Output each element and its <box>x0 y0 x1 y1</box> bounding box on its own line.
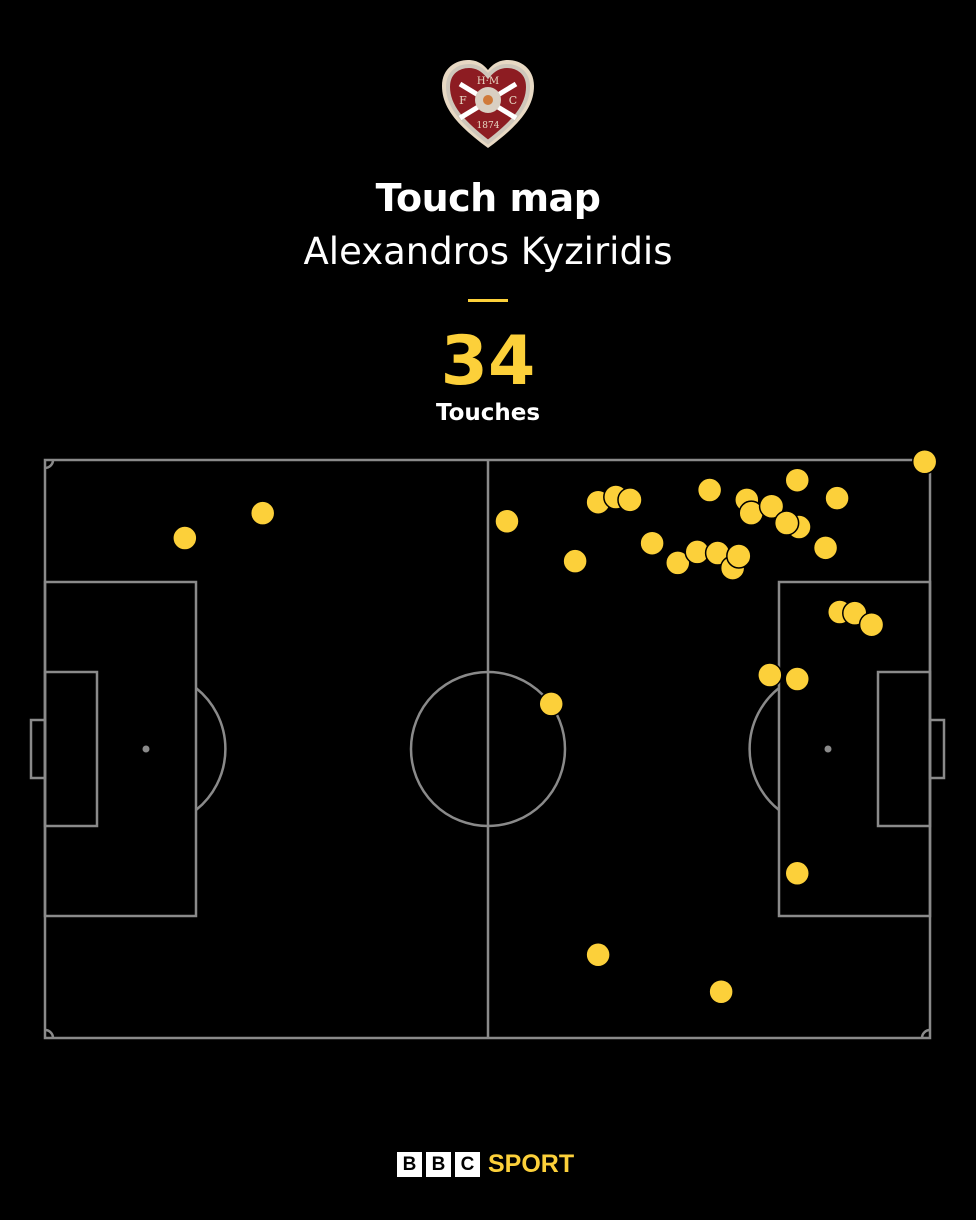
touch-point <box>812 535 839 561</box>
hearts-crest-logo: H·M F C 1874 <box>442 60 534 148</box>
svg-text:F: F <box>459 94 467 107</box>
corner-arc <box>44 1028 55 1039</box>
player-name: Alexandros Kyziridis <box>303 230 673 273</box>
touch-point <box>172 525 198 551</box>
centre-circle <box>409 670 567 828</box>
touch-point <box>562 548 588 574</box>
touch-point <box>249 500 276 526</box>
touch-count-label: Touches <box>435 400 541 426</box>
left-six-yard-box <box>43 670 99 828</box>
left-penalty-arc <box>195 687 227 811</box>
svg-text:H·M: H·M <box>477 76 499 87</box>
svg-text:1874: 1874 <box>477 121 500 131</box>
divider <box>468 299 508 302</box>
touch-point <box>617 487 643 513</box>
sport-label: SPORT <box>488 1150 575 1178</box>
touch-point <box>665 550 691 576</box>
bbc-letter: C <box>455 1152 480 1177</box>
corner-arc <box>920 1028 931 1039</box>
corner-arc <box>44 459 55 470</box>
touch-point <box>784 467 810 493</box>
touch-point <box>708 979 734 1005</box>
touch-point <box>585 942 611 968</box>
touch-point <box>824 485 850 511</box>
touch-point <box>758 493 785 519</box>
right-penalty-arc <box>748 687 780 811</box>
right-penalty-spot <box>824 745 832 753</box>
right-six-yard-box <box>876 670 932 828</box>
touch-point <box>784 860 810 887</box>
touch-count: 34 <box>440 322 536 401</box>
bbc-letter: B <box>397 1152 422 1177</box>
touch-points <box>172 448 938 1005</box>
bbc-sport-logo: B B C SPORT <box>397 1150 574 1179</box>
touch-point <box>773 510 800 536</box>
svg-text:C: C <box>509 94 517 107</box>
touch-point <box>494 508 520 535</box>
left-penalty-area <box>43 580 198 918</box>
touch-point <box>911 448 938 475</box>
touch-point <box>726 543 752 569</box>
left-penalty-spot <box>142 745 150 753</box>
bbc-letter: B <box>426 1152 451 1177</box>
touch-point <box>784 666 810 692</box>
left-goal <box>29 718 47 780</box>
right-goal <box>928 718 946 780</box>
touch-point <box>639 530 665 556</box>
touch-point <box>538 691 564 717</box>
touch-point <box>696 477 723 503</box>
touch-point <box>757 662 783 688</box>
chart-title: Touch map <box>375 176 601 220</box>
touch-point <box>858 611 885 638</box>
